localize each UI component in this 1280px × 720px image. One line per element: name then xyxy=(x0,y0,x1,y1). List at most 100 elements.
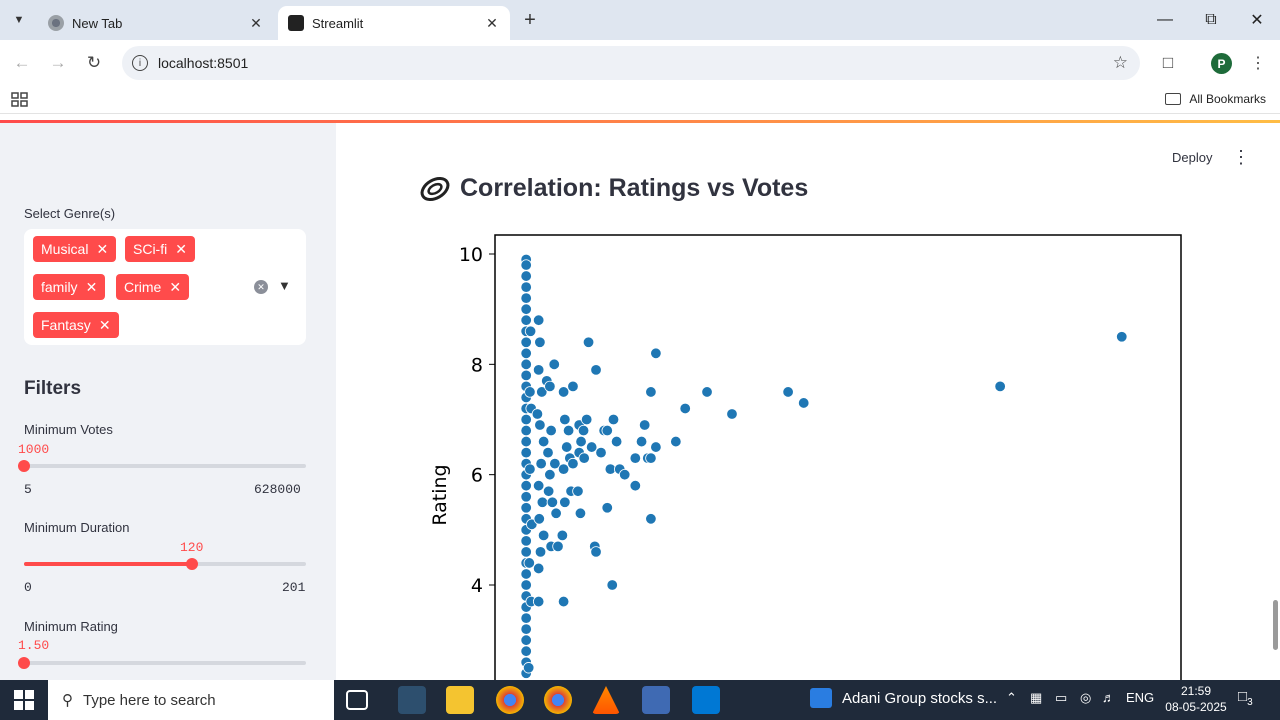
scatter-point xyxy=(520,369,532,382)
page-scrollbar[interactable] xyxy=(1273,600,1278,650)
main-menu-icon[interactable]: ⋮ xyxy=(1232,147,1250,167)
bookmark-star-icon[interactable]: ☆ xyxy=(1112,53,1128,72)
scatter-point xyxy=(546,496,559,508)
filters-heading: Filters xyxy=(24,378,82,399)
notification-icon[interactable]: □3 xyxy=(1238,688,1253,708)
scatter-point xyxy=(542,485,555,497)
news-widget[interactable]: Adani Group stocks s... xyxy=(810,688,997,708)
scatter-point xyxy=(520,579,532,591)
chevron-up-icon[interactable]: ⌃ xyxy=(1006,690,1017,705)
scatter-point xyxy=(580,413,593,426)
vlc-icon[interactable] xyxy=(592,686,620,714)
close-window-button[interactable]: ✕ xyxy=(1250,12,1264,29)
scatter-point xyxy=(562,424,575,437)
scatter-point xyxy=(534,546,547,558)
network-icon[interactable]: ◎ xyxy=(1080,690,1092,705)
tab-new-tab[interactable]: New Tab ✕ xyxy=(38,6,274,40)
scatter-point xyxy=(557,463,570,475)
scatter-point xyxy=(629,480,642,492)
chip-label: Fantasy xyxy=(41,317,91,333)
scatter-point xyxy=(578,452,590,464)
volume-icon[interactable]: ♬ xyxy=(1102,690,1115,705)
tray-icon[interactable]: ▦ xyxy=(1030,690,1043,705)
slider-fill xyxy=(24,562,193,566)
site-info-icon[interactable]: i xyxy=(132,55,148,71)
min-rating-track[interactable] xyxy=(24,661,306,665)
scatter-point xyxy=(520,314,532,326)
scatter-point xyxy=(549,457,561,470)
app-icon[interactable] xyxy=(642,686,670,714)
min-votes-thumb[interactable] xyxy=(18,460,30,472)
remove-chip-icon[interactable]: ✕ xyxy=(98,316,111,333)
scatter-point xyxy=(532,562,545,575)
streamlit-icon xyxy=(288,15,304,31)
scatter-point xyxy=(726,408,738,420)
min-duration-track[interactable] xyxy=(24,562,306,566)
task-view-icon[interactable] xyxy=(346,690,368,710)
vscode-icon[interactable] xyxy=(692,686,720,714)
app-icon[interactable] xyxy=(398,686,426,714)
reload-icon[interactable]: ↻ xyxy=(86,53,102,72)
scatter-point xyxy=(550,507,562,519)
new-tab-button[interactable]: + xyxy=(524,8,536,31)
min-votes-track[interactable] xyxy=(24,464,306,468)
min-duration-value: 120 xyxy=(180,540,204,555)
chip-label: SCi-fi xyxy=(133,241,168,257)
chevron-down-icon[interactable]: ▼ xyxy=(278,278,291,293)
forward-arrow-icon[interactable]: → xyxy=(49,53,67,72)
clock-date: 08-05-2025 xyxy=(1165,700,1227,714)
genre-multiselect[interactable]: Musical ✕ SCi-fi ✕ family ✕ Crime ✕ Fantasy ✕… xyxy=(24,229,306,345)
scatter-point xyxy=(701,386,713,398)
slider-min: 0 xyxy=(24,580,32,595)
apps-grid-icon[interactable] xyxy=(11,92,29,108)
y-tick-label: 4 xyxy=(471,575,483,597)
min-rating-thumb[interactable] xyxy=(18,657,30,669)
clear-all-icon[interactable]: ✕ xyxy=(254,280,268,294)
scatter-point xyxy=(559,413,571,426)
scatter-point xyxy=(520,435,532,448)
close-icon[interactable]: ✕ xyxy=(486,14,498,31)
sidebar: Select Genre(s) Musical ✕ SCi-fi ✕ family ✕… xyxy=(0,123,336,680)
all-bookmarks-button[interactable]: All Bookmarks xyxy=(1165,92,1266,106)
scatter-point xyxy=(635,435,648,448)
extensions-icon[interactable]: □ xyxy=(1162,53,1174,72)
slider-min: 5 xyxy=(24,482,32,497)
taskbar-search[interactable]: ⚲ Type here to search xyxy=(48,680,334,720)
restore-button[interactable]: ⧉ xyxy=(1205,11,1217,28)
scatter-point xyxy=(537,529,550,542)
battery-icon[interactable]: ▭ xyxy=(1055,690,1068,705)
minimize-button[interactable]: — xyxy=(1157,11,1173,28)
scatter-point xyxy=(532,480,545,492)
remove-chip-icon[interactable]: ✕ xyxy=(96,240,109,257)
scatter-point xyxy=(629,452,642,464)
scatter-point xyxy=(520,645,532,657)
scatter-point xyxy=(520,612,532,624)
remove-chip-icon[interactable]: ✕ xyxy=(175,240,187,257)
min-duration-thumb[interactable] xyxy=(186,558,199,570)
file-explorer-icon[interactable] xyxy=(446,686,474,714)
news-text: Adani Group stocks s... xyxy=(842,689,998,707)
profile-avatar[interactable]: P xyxy=(1211,53,1232,74)
tab-streamlit[interactable]: Streamlit ✕ xyxy=(278,6,510,40)
tab-title: New Tab xyxy=(72,15,123,31)
browser-menu-icon[interactable]: ⋮ xyxy=(1250,55,1266,72)
scatter-point xyxy=(535,457,547,470)
address-bar[interactable]: i localhost:8501 ☆ xyxy=(122,46,1140,80)
chrome-icon[interactable] xyxy=(544,686,572,714)
back-arrow-icon[interactable]: ← xyxy=(13,53,31,72)
scatter-point xyxy=(524,386,536,398)
url-text[interactable]: localhost:8501 xyxy=(158,55,249,71)
scatter-point xyxy=(585,441,598,453)
chrome-icon[interactable] xyxy=(496,686,524,714)
remove-chip-icon[interactable]: ✕ xyxy=(169,278,182,295)
windows-start-icon[interactable] xyxy=(14,690,34,710)
scatter-point xyxy=(520,446,532,459)
tab-search-button[interactable]: ▼ xyxy=(13,14,25,26)
scatter-point xyxy=(520,546,532,558)
close-icon[interactable]: ✕ xyxy=(250,14,262,31)
deploy-button[interactable]: Deploy xyxy=(1172,150,1213,165)
language-indicator[interactable]: ENG xyxy=(1126,690,1155,705)
clock[interactable]: 21:59 08-05-2025 xyxy=(1158,683,1234,715)
genre-select-label: Select Genre(s) xyxy=(24,206,116,221)
remove-chip-icon[interactable]: ✕ xyxy=(85,278,98,295)
